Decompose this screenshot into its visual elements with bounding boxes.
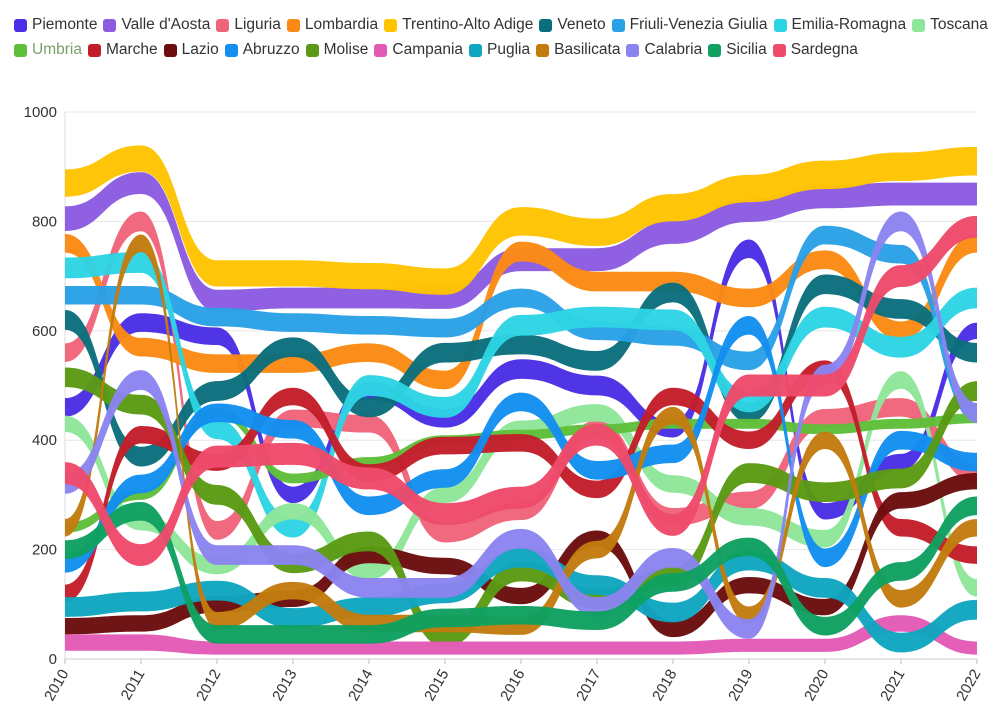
y-tick-label: 400 — [32, 432, 57, 449]
series-ribbon-veneto — [65, 274, 977, 467]
legend-label: Liguria — [234, 16, 281, 33]
legend-swatch — [469, 44, 483, 57]
x-tick-label: 2017 — [573, 667, 604, 704]
legend-swatch — [305, 44, 319, 57]
y-tick-label: 200 — [32, 542, 57, 559]
series-ribbon-emilia-romagna — [65, 252, 977, 538]
legend-swatch — [163, 44, 177, 57]
x-tick-label: 2014 — [345, 667, 376, 704]
legend-swatch — [87, 44, 101, 57]
legend-swatch — [626, 44, 640, 57]
legend-item[interactable]: Liguria — [216, 14, 281, 37]
legend-label: Emilia-Romagna — [791, 16, 907, 33]
legend-label: Calabria — [644, 41, 703, 59]
series-ribbon-toscana — [65, 371, 977, 597]
legend-item[interactable]: Emilia-Romagna — [773, 14, 907, 37]
legend-label: Umbria — [32, 41, 82, 59]
legend-item[interactable]: Umbria — [14, 39, 82, 62]
x-tick-label: 2019 — [725, 667, 756, 704]
legend-swatch — [14, 44, 27, 57]
legend-item[interactable]: Valle d'Aosta — [103, 14, 210, 37]
series-ribbon-basilicata — [65, 234, 977, 635]
legend-item[interactable]: Puglia — [469, 39, 530, 62]
legend-item[interactable]: Marche — [87, 39, 158, 62]
x-tick-label: 2018 — [649, 667, 680, 704]
legend-swatch — [103, 18, 117, 32]
x-tick-label: 2020 — [801, 667, 832, 704]
x-tick-label: 2021 — [877, 667, 908, 704]
legend-item[interactable]: Trentino-Alto Adige — [384, 14, 533, 37]
series-group — [65, 145, 977, 655]
legend-label: Marche — [105, 41, 158, 59]
legend-item[interactable]: Veneto — [539, 14, 606, 37]
legend-item[interactable]: Molise — [305, 39, 369, 62]
legend-swatch — [708, 44, 722, 57]
legend-swatch — [912, 18, 926, 32]
series-ribbon-campania — [65, 615, 977, 655]
legend-swatch — [216, 18, 230, 32]
legend-item[interactable]: Calabria — [626, 39, 702, 62]
x-tick-label: 2013 — [269, 667, 300, 704]
legend-label: Valle d'Aosta — [121, 16, 211, 33]
legend-swatch — [536, 44, 550, 57]
y-tick-label: 0 — [49, 651, 57, 668]
legend-item[interactable]: Friuli-Venezia Giulia — [611, 14, 768, 37]
legend-item[interactable]: Campania — [374, 39, 463, 62]
legend-label: Friuli-Venezia Giulia — [629, 16, 768, 33]
x-tick-label: 2010 — [41, 667, 72, 704]
legend-item[interactable]: Lombardia — [286, 14, 379, 37]
y-tick-label: 800 — [32, 213, 57, 230]
series-ribbon-friuli-venezia-giulia — [65, 225, 977, 423]
legend-label: Piemonte — [32, 16, 98, 33]
legend-label: Puglia — [487, 41, 531, 59]
legend-label: Basilicata — [554, 41, 621, 59]
legend-item[interactable]: Basilicata — [536, 39, 620, 62]
legend-label: Campania — [392, 41, 464, 59]
legend-label: Toscana — [930, 16, 988, 33]
legend-item[interactable]: Piemonte — [14, 14, 97, 37]
x-tick-label: 2012 — [193, 667, 224, 704]
legend-swatch — [384, 18, 398, 32]
legend-swatch — [772, 44, 786, 57]
series-ribbon-liguria — [65, 211, 977, 543]
x-tick-label: 2011 — [118, 667, 149, 703]
legend-item[interactable]: Lazio — [163, 39, 219, 62]
legend-label: Sardegna — [790, 41, 858, 59]
legend-item[interactable]: Abruzzo — [224, 39, 300, 62]
series-ribbon-molise — [65, 367, 977, 647]
legend-item[interactable]: Toscana — [912, 14, 988, 37]
legend-swatch — [14, 18, 27, 32]
legend-swatch — [611, 18, 625, 32]
series-ribbon-trentino-alto-adige — [65, 145, 977, 295]
legend-label: Lombardia — [304, 16, 379, 33]
series-ribbon-valle-d-aosta — [65, 172, 977, 312]
x-tick-label: 2016 — [497, 667, 528, 704]
legend-label: Sicilia — [726, 41, 767, 59]
chart-legend: Piemonte Valle d'Aosta Liguria Lombardia Tre… — [14, 14, 994, 65]
x-tick-label: 2015 — [421, 667, 452, 704]
legend-swatch — [224, 44, 238, 57]
series-ribbon-sicilia — [65, 496, 977, 644]
legend-label: Abruzzo — [242, 41, 300, 59]
legend-label: Lazio — [181, 41, 219, 59]
legend-swatch — [773, 18, 787, 32]
legend-label: Molise — [323, 41, 369, 59]
legend-item[interactable]: Sicilia — [708, 39, 767, 62]
legend-swatch — [286, 18, 300, 32]
y-tick-label: 600 — [32, 323, 57, 340]
legend-swatch — [374, 44, 388, 57]
series-ribbon-sardegna — [65, 215, 977, 567]
legend-label: Trentino-Alto Adige — [402, 16, 534, 33]
y-tick-label: 1000 — [24, 104, 57, 121]
series-ribbon-umbria — [65, 407, 977, 533]
x-tick-label: 2022 — [953, 667, 984, 704]
legend-swatch — [539, 18, 553, 32]
legend-label: Veneto — [557, 16, 606, 33]
legend-item[interactable]: Sardegna — [772, 39, 858, 62]
